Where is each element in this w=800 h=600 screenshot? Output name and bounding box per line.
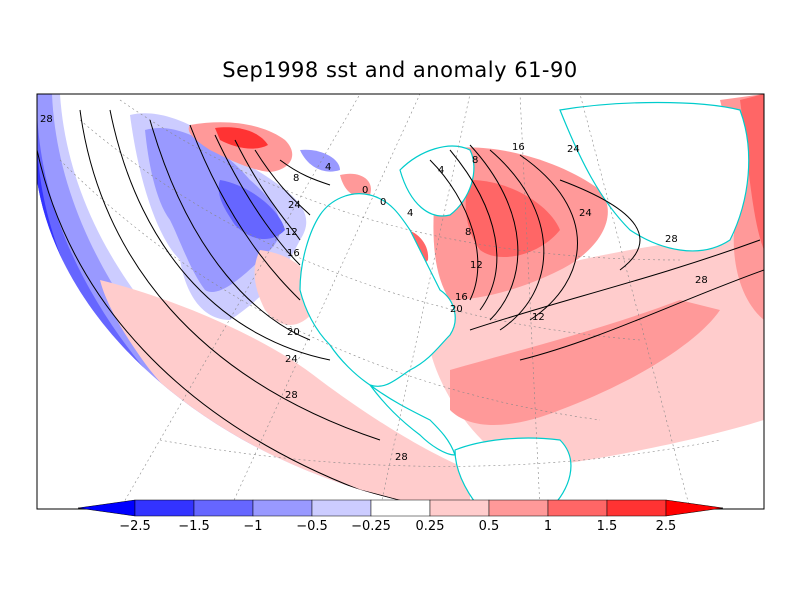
contour-label: 16	[287, 248, 300, 259]
colorbar-swatch	[252, 499, 313, 517]
contour-label: 16	[455, 292, 468, 303]
colorbar-swatch	[488, 499, 549, 517]
contour-label: 16	[512, 142, 525, 153]
contour-label: 20	[450, 304, 463, 315]
contour-label: 24	[567, 144, 580, 155]
colorbar-label: −1.5	[178, 519, 210, 534]
contour-label: 4	[325, 162, 331, 173]
pacific-blue-core	[218, 180, 285, 240]
colorbar-label: −0.5	[296, 519, 328, 534]
arctic-red	[340, 173, 371, 197]
colorbar-label: −1	[243, 519, 262, 534]
contour-label: 28	[285, 390, 298, 401]
colorbar-swatch	[311, 499, 372, 517]
graticule	[59, 94, 721, 509]
colorbar-swatch	[429, 499, 490, 517]
colorbar-label: 2.5	[656, 519, 677, 534]
north-america	[299, 193, 456, 387]
colorbar-swatch	[606, 499, 667, 517]
colorbar-label: −2.5	[119, 519, 151, 534]
contour-label: 24	[579, 208, 592, 219]
contour-label: 12	[532, 312, 545, 323]
contour-label: 8	[465, 227, 471, 238]
atlantic-red	[450, 300, 720, 425]
contour-label: 8	[293, 173, 299, 184]
colorbar-label: 1.5	[597, 519, 618, 534]
contour-label: 0	[380, 197, 386, 208]
colorbar-right-arrow	[665, 499, 724, 517]
colorbar: −2.5 −1.5 −1 −0.5 −0.25 0.25 0.5 1 1.5 2.5	[77, 499, 724, 534]
contour-label: 4	[407, 208, 413, 219]
colorbar-swatch	[547, 499, 608, 517]
contour-labels: 28 24 20 16 12 8 4 0 28 24 28 28 24 20 1…	[40, 114, 708, 463]
contour-label: 28	[40, 114, 53, 125]
contour-label: 12	[470, 260, 483, 271]
pacific-blue-blob2	[145, 128, 281, 292]
colorbar-left-arrow	[77, 499, 136, 517]
northatlantic-red2	[465, 180, 560, 258]
contour-label: 20	[287, 327, 300, 338]
contour-label: 12	[285, 227, 298, 238]
contour-label: 24	[285, 354, 298, 365]
arctic-blue	[300, 149, 340, 172]
land	[299, 101, 750, 509]
greenland	[399, 145, 475, 217]
contour-label: 0	[362, 185, 368, 196]
colorbar-label: −0.25	[351, 519, 391, 534]
colorbar-swatch	[370, 499, 431, 517]
contour-label: 28	[695, 275, 708, 286]
south-america	[454, 437, 572, 509]
colorbar-swatch	[193, 499, 254, 517]
pacific-pink	[100, 280, 470, 509]
contour-label: 28	[665, 234, 678, 245]
colorbar-label: 1	[544, 519, 552, 534]
alaska-red-core	[215, 127, 268, 149]
contour-label: 24	[288, 200, 301, 211]
colorbar-label: 0.25	[416, 519, 445, 534]
pacific-pink2	[254, 250, 316, 325]
colorbar-swatch	[134, 499, 195, 517]
plot-title: Sep1998 sst and anomaly 61-90	[222, 58, 578, 82]
contour-label: 4	[438, 165, 444, 176]
colorbar-label: 0.5	[479, 519, 500, 534]
contour-label: 28	[395, 452, 408, 463]
contour-label: 8	[472, 155, 478, 166]
